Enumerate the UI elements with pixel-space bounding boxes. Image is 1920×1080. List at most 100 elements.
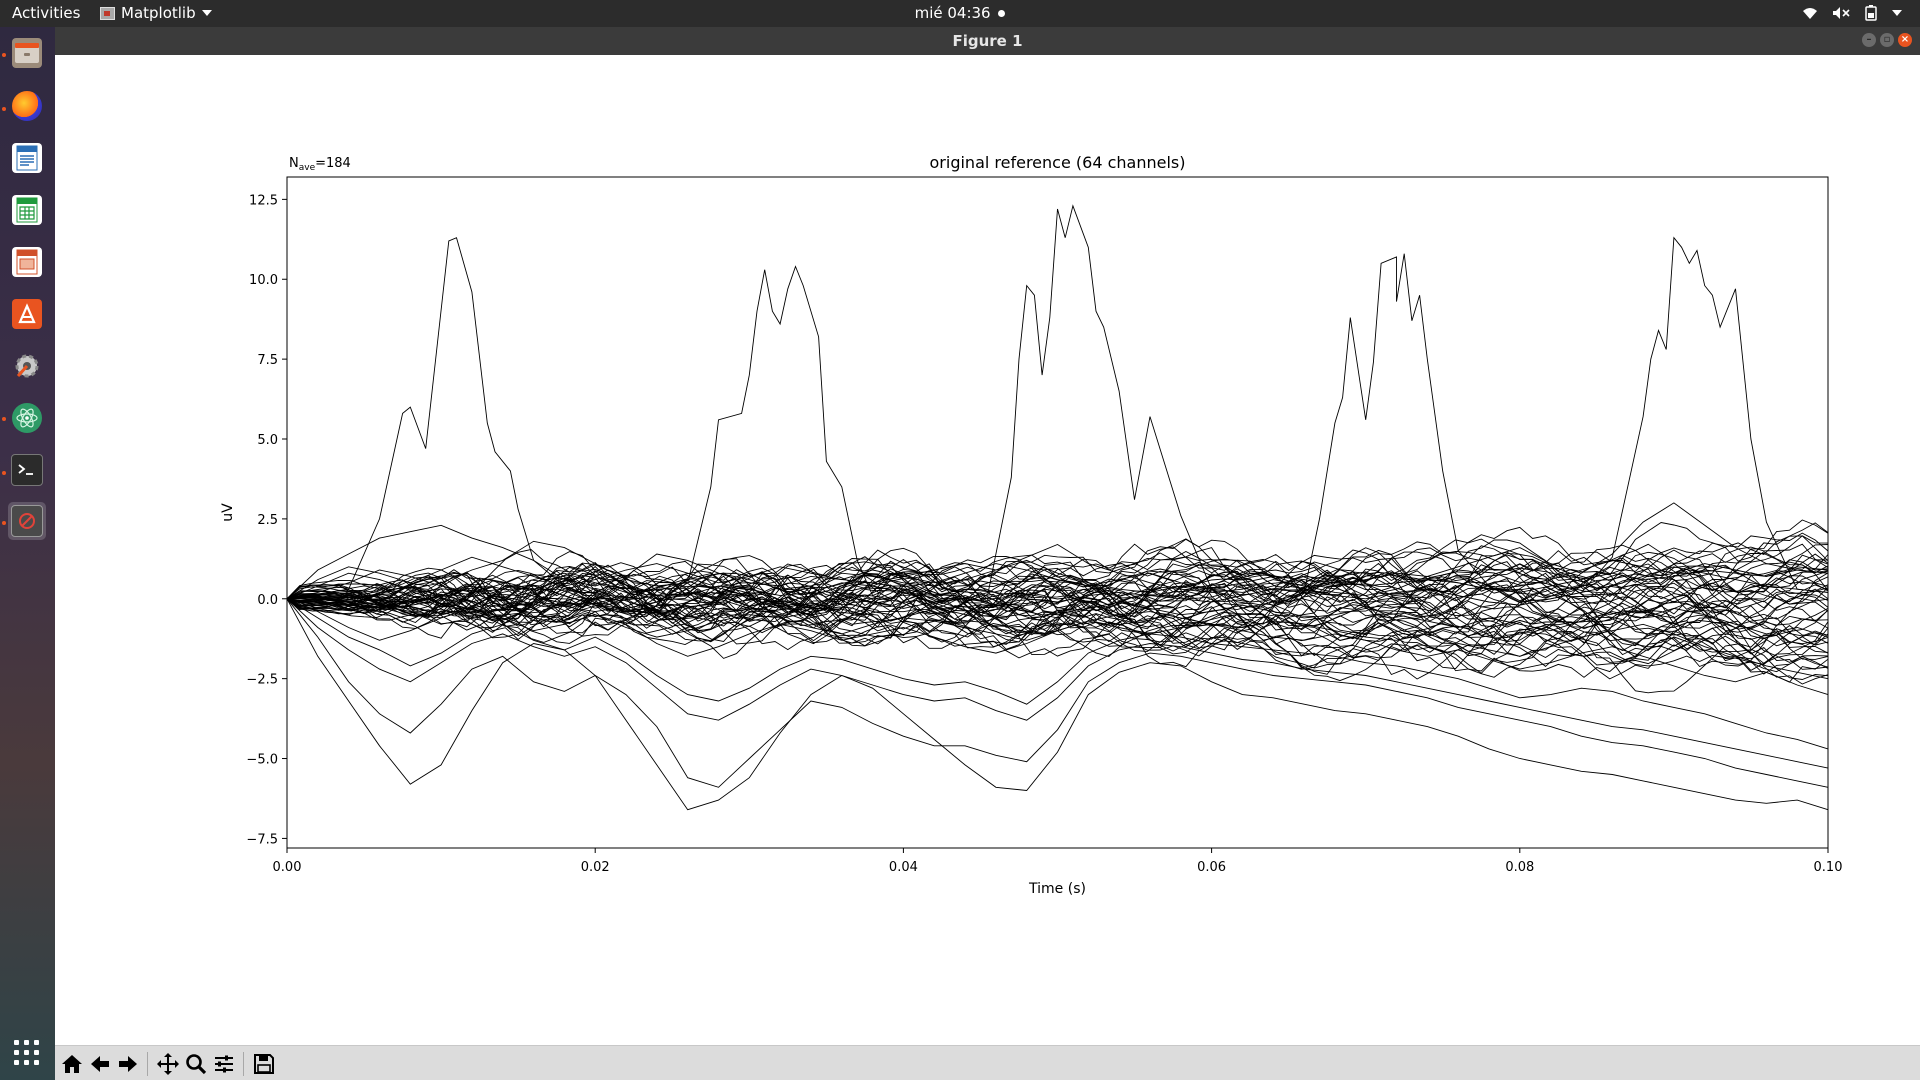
dock-impress[interactable] <box>8 243 46 281</box>
toolbar-separator <box>147 1052 148 1076</box>
dock-writer[interactable] <box>8 139 46 177</box>
y-tick-label: 2.5 <box>257 513 278 528</box>
close-icon[interactable]: × <box>1898 33 1912 47</box>
running-indicator <box>2 107 6 111</box>
software-center-icon <box>12 299 42 329</box>
window-controls: – ▫ × <box>1862 33 1912 47</box>
channel-trace <box>286 564 1829 645</box>
channel-trace <box>286 560 1829 614</box>
dock-calc[interactable] <box>8 191 46 229</box>
dock-settings[interactable] <box>8 347 46 385</box>
clock[interactable]: mié 04:36 <box>914 4 991 22</box>
channel-trace <box>286 597 1829 654</box>
channel-trace <box>286 585 1829 671</box>
channel-trace <box>286 598 1829 811</box>
dock <box>0 27 55 1080</box>
app-menu-label: Matplotlib <box>121 4 196 22</box>
evoked-plot[interactable]: 0.00 0.02 0.04 0.06 0.08 0.10 12.5 10.0 7.5 5.0 2… <box>55 55 1920 1045</box>
channel-trace <box>286 554 1829 624</box>
dock-software[interactable] <box>8 295 46 333</box>
window-title: Figure 1 <box>952 32 1023 50</box>
zoom-icon <box>186 1054 207 1075</box>
running-indicator <box>2 417 6 421</box>
channel-traces <box>286 204 1829 811</box>
x-axis-label: Time (s) <box>1028 881 1086 897</box>
top-bar: Activities Matplotlib mié 04:36 <box>0 0 1920 27</box>
channel-trace <box>286 598 1829 788</box>
clock-container: mié 04:36 <box>0 4 1920 22</box>
channel-trace <box>286 575 1829 631</box>
home-button[interactable] <box>59 1051 85 1077</box>
back-button[interactable] <box>87 1051 113 1077</box>
y-tick-label: −2.5 <box>246 673 278 688</box>
x-tick-label: 0.10 <box>1814 860 1843 875</box>
channel-trace <box>286 549 1829 623</box>
channel-trace <box>286 568 1829 626</box>
x-tick-label: 0.06 <box>1197 860 1226 875</box>
channel-trace <box>286 571 1829 650</box>
channel-trace <box>286 544 1829 611</box>
configure-subplots-button[interactable] <box>211 1051 237 1077</box>
channel-trace <box>286 535 1829 618</box>
pan-button[interactable] <box>155 1051 181 1077</box>
activities-button[interactable]: Activities <box>12 4 81 22</box>
channel-trace <box>286 502 1829 600</box>
channel-trace <box>286 589 1829 683</box>
wifi-icon <box>1803 8 1817 19</box>
dock-atom[interactable] <box>8 399 46 437</box>
minimize-icon[interactable]: – <box>1862 33 1876 47</box>
y-axis-ticks: 12.5 10.0 7.5 5.0 2.5 0.0 −2.5 −5.0 −7.5 <box>246 193 287 847</box>
dock-terminal[interactable] <box>8 451 46 489</box>
channel-trace <box>286 532 1829 609</box>
nave-subscript: ave <box>299 163 316 173</box>
y-tick-label: −5.0 <box>246 753 278 768</box>
system-menu-icon <box>1892 10 1902 16</box>
show-applications-icon[interactable] <box>14 1040 40 1066</box>
nave-symbol: N <box>289 156 299 171</box>
dock-files[interactable] <box>8 34 46 72</box>
y-tick-label: 5.0 <box>257 433 278 448</box>
figure-canvas[interactable]: 0.00 0.02 0.04 0.06 0.08 0.10 12.5 10.0 7.5 5.0 2… <box>55 55 1920 1045</box>
battery-icon <box>1865 5 1877 21</box>
settings-icon <box>12 351 42 381</box>
y-tick-label: 12.5 <box>249 193 278 208</box>
channel-trace <box>286 590 1829 673</box>
chart-title: original reference (64 channels) <box>930 153 1186 172</box>
channel-trace <box>286 574 1829 660</box>
y-tick-label: −7.5 <box>246 832 278 847</box>
save-button[interactable] <box>251 1051 277 1077</box>
atom-editor-icon <box>12 403 42 433</box>
dock-matplotlib[interactable] <box>8 502 46 540</box>
file-manager-icon <box>12 38 42 68</box>
app-menu[interactable]: Matplotlib <box>100 4 212 22</box>
channel-trace <box>286 586 1829 678</box>
x-tick-label: 0.00 <box>273 860 302 875</box>
y-tick-label: 10.0 <box>249 273 278 288</box>
y-tick-label: 0.0 <box>257 593 278 608</box>
status-area[interactable] <box>1802 5 1902 21</box>
forward-icon <box>119 1056 137 1072</box>
y-tick-label: 7.5 <box>257 353 278 368</box>
save-icon <box>254 1054 274 1074</box>
zoom-button[interactable] <box>183 1051 209 1077</box>
matplotlib-toolbar <box>55 1045 1920 1080</box>
channel-trace <box>286 554 1829 628</box>
maximize-icon[interactable]: ▫ <box>1880 33 1894 47</box>
x-tick-label: 0.02 <box>581 860 610 875</box>
libreoffice-calc-icon <box>12 195 42 225</box>
window-titlebar[interactable]: Figure 1 – ▫ × <box>55 27 1920 55</box>
channel-trace <box>286 582 1829 669</box>
configure-subplots-icon <box>215 1055 233 1073</box>
channel-trace <box>286 598 1829 750</box>
y-axis-label: uV <box>220 503 236 522</box>
x-axis-ticks: 0.00 0.02 0.04 0.06 0.08 0.10 <box>273 848 1843 875</box>
firefox-icon <box>12 91 42 121</box>
channel-trace <box>286 204 1829 609</box>
terminal-icon <box>11 454 43 486</box>
dock-firefox[interactable] <box>8 87 46 125</box>
notification-dot-icon <box>998 10 1006 17</box>
forward-button[interactable] <box>115 1051 141 1077</box>
axes-frame <box>286 176 1829 849</box>
running-indicator <box>2 471 6 475</box>
nave-annotation: Nave=184 <box>289 156 351 173</box>
